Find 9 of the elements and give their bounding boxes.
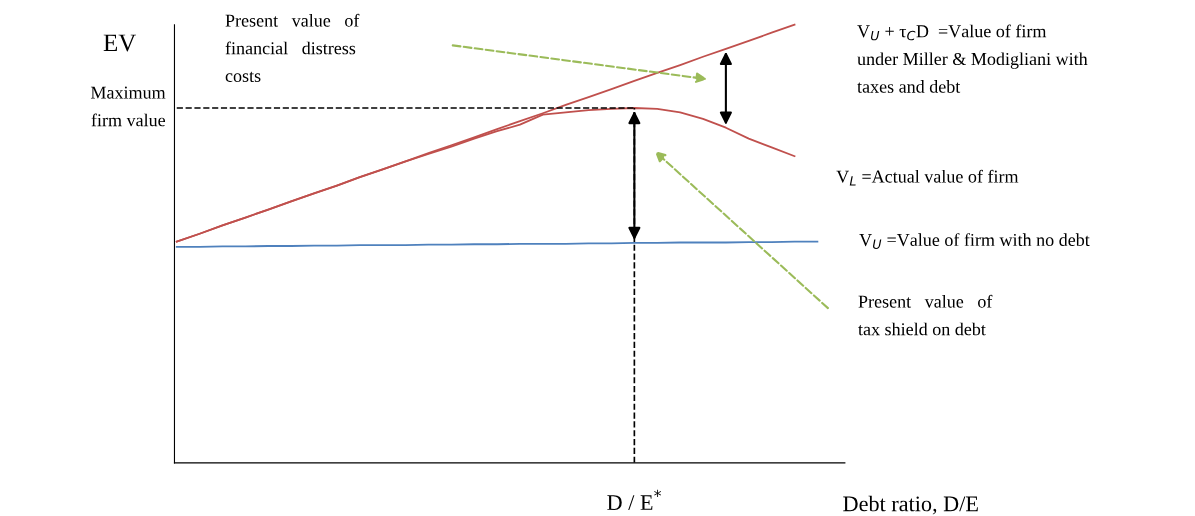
text: Present value of tax shield on debt [858, 294, 993, 336]
x-axis-title: Debt ratio, D/E [843, 495, 978, 515]
text: D / E$^{*}$ [607, 489, 662, 511]
text: V$_{L}$ =Actual value of firm [836, 169, 1019, 186]
text: V$_{U}$ + τ$_{C}$D =Value of firm under Miller & Modigliani with taxes and debt [857, 24, 1088, 93]
ref-line-label: Maximum firm value [90, 86, 166, 127]
annotation: Present value of financial distress costs [225, 13, 360, 83]
text: V$_{U}$ =Value of firm with no debt [859, 233, 1090, 249]
y-axis-title: EV [103, 34, 137, 52]
